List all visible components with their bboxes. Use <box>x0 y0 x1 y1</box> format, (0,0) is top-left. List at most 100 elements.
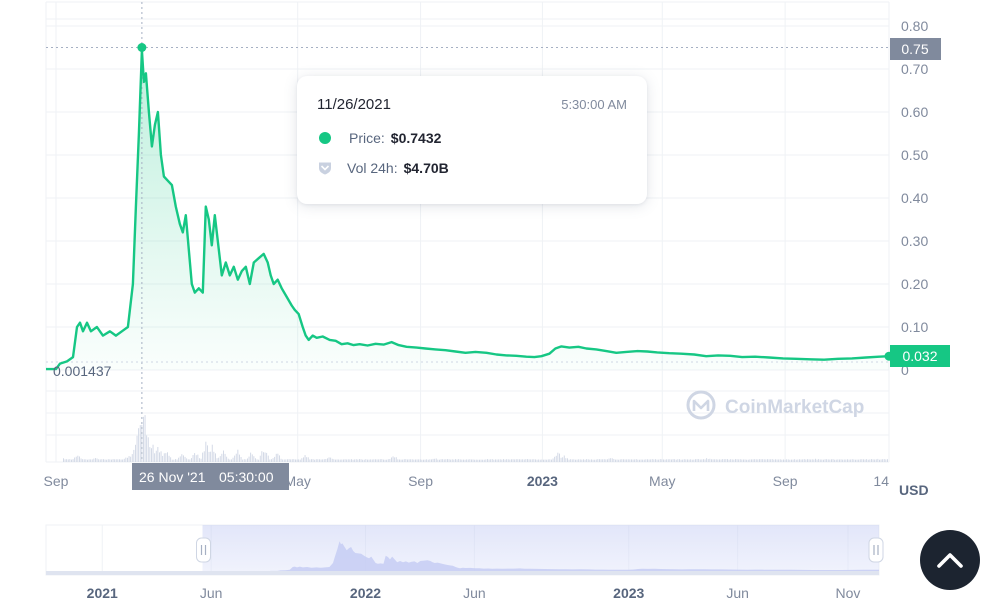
volume-bar <box>298 459 300 462</box>
chevron-up-icon <box>937 553 963 568</box>
volume-bar <box>880 459 882 462</box>
tooltip-date: 11/26/2021 <box>317 96 391 113</box>
volume-bar <box>85 459 87 462</box>
volume-bar <box>619 459 621 462</box>
volume-bar <box>381 459 383 462</box>
navigator-handle-right[interactable] <box>868 537 884 563</box>
volume-bar <box>719 459 720 462</box>
volume-bar <box>503 459 504 462</box>
volume-bar <box>235 453 237 462</box>
volume-bar <box>367 459 368 462</box>
volume-bar <box>627 459 629 462</box>
volume-bar <box>608 458 610 462</box>
volume-bar <box>223 450 224 462</box>
volume-bar <box>413 459 415 462</box>
volume-bar <box>749 459 751 462</box>
volume-bar <box>192 455 194 462</box>
tooltip-volume-value: $4.70B <box>403 160 449 176</box>
volume-bar <box>867 459 869 462</box>
volume-bar <box>315 459 317 462</box>
volume-bar <box>459 459 461 462</box>
volume-bar <box>83 459 85 462</box>
volume-bar <box>883 459 885 462</box>
volume-bar <box>661 459 663 462</box>
volume-bar <box>784 459 786 462</box>
navigator-tick-label: Jun <box>726 585 749 601</box>
volume-bar <box>439 459 440 462</box>
volume-bar <box>578 459 580 462</box>
volume-bar <box>149 447 151 462</box>
volume-bar <box>507 459 509 462</box>
volume-bar <box>555 455 557 462</box>
volume-bar <box>712 459 714 462</box>
volume-bar <box>370 459 372 462</box>
volume-bar <box>248 456 250 462</box>
volume-bar <box>587 459 589 462</box>
volume-bar <box>447 459 448 462</box>
volume-bar <box>91 459 93 462</box>
volume-bar <box>567 458 568 462</box>
volume-bar <box>571 459 573 462</box>
volume-bar <box>226 456 228 462</box>
volume-bar <box>491 459 493 462</box>
hover-time-label: 05:30:00 <box>219 469 274 485</box>
volume-bar <box>352 459 354 462</box>
volume-bar <box>231 459 232 462</box>
volume-bar <box>136 435 138 462</box>
volume-bar <box>210 451 212 462</box>
volume-bar <box>885 459 887 462</box>
volume-bar <box>611 458 613 462</box>
volume-bar <box>512 459 514 462</box>
volume-bar <box>331 458 333 462</box>
volume-bar <box>224 453 226 462</box>
navigator-tick-label: Jun <box>463 585 486 601</box>
volume-bar <box>179 456 181 462</box>
volume-bar <box>243 459 245 462</box>
volume-bar <box>458 459 460 462</box>
volume-bar <box>879 459 880 462</box>
volume-bar <box>330 457 332 462</box>
volume-bar <box>234 455 236 462</box>
volume-bar <box>347 459 349 462</box>
volume-bar <box>664 459 666 462</box>
volume-bar <box>504 459 506 462</box>
volume-bar <box>506 459 508 462</box>
volume-bar <box>562 457 564 462</box>
volume-bar <box>728 459 730 462</box>
navigator-handle-left[interactable] <box>196 537 212 563</box>
volume-bar <box>763 459 765 462</box>
volume-bar <box>746 459 748 462</box>
volume-bar <box>351 459 352 462</box>
volume-bar <box>861 459 863 462</box>
volume-bar <box>583 459 584 462</box>
volume-bar <box>816 459 818 462</box>
volume-bar <box>379 459 381 462</box>
volume-bar <box>653 459 655 462</box>
hover-point <box>137 43 147 52</box>
volume-bar <box>858 459 860 462</box>
volume-bar <box>431 459 432 462</box>
volume-bar <box>607 459 608 462</box>
volume-bar <box>448 459 450 462</box>
volume-bar <box>139 425 141 462</box>
scroll-to-top-button[interactable] <box>920 530 980 590</box>
volume-bar <box>282 459 284 462</box>
coinmarketcap-logo-icon <box>686 390 716 420</box>
volume-bar <box>496 459 498 462</box>
volume-bar <box>205 441 207 462</box>
volume-bar <box>371 459 373 462</box>
volume-bar <box>823 459 824 462</box>
volume-bar <box>735 459 736 462</box>
volume-bar <box>88 459 90 462</box>
volume-bar <box>399 459 400 462</box>
volume-bar <box>549 459 551 462</box>
volume-bar <box>727 459 728 462</box>
volume-bar <box>64 459 66 462</box>
volume-bar <box>239 454 240 462</box>
volume-bar <box>818 459 820 462</box>
volume-bar <box>802 459 804 462</box>
tooltip-time: 5:30:00 AM <box>561 97 627 112</box>
range-navigator[interactable]: 2021 Jun 2022 Jun 2023 Jun Nov <box>45 524 884 601</box>
volume-bar <box>845 459 847 462</box>
